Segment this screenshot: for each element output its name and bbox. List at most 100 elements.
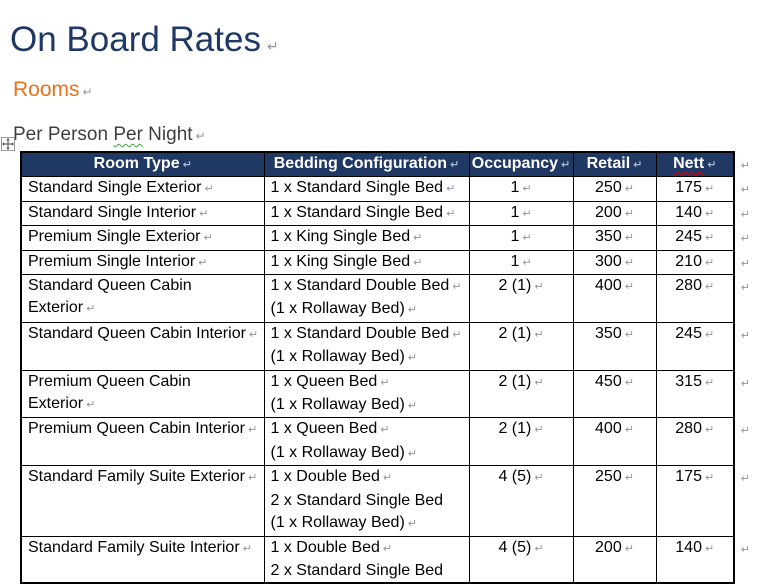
bedding-line-text: 1 x King Single Bed bbox=[270, 228, 411, 246]
cell-nett[interactable]: 140 ↵ ↵ bbox=[655, 535, 750, 584]
cell-occupancy[interactable]: 1 ↵ bbox=[468, 200, 574, 227]
cell-room-type[interactable]: Premium Queen Cabin Interior ↵ bbox=[20, 417, 265, 467]
document-title[interactable]: On Board Rates ↵ bbox=[10, 17, 279, 70]
column-header-label: Room Type bbox=[93, 155, 180, 172]
cell-mark-icon: ↵ bbox=[522, 231, 532, 245]
table-move-handle[interactable] bbox=[1, 137, 15, 151]
cell-occupancy[interactable]: 1 ↵ bbox=[468, 176, 574, 202]
cell-occupancy[interactable]: 2 (1) ↵ bbox=[468, 274, 574, 323]
retail-value: 250 bbox=[595, 179, 622, 197]
bedding-line-text: 1 x Double Bed bbox=[270, 468, 380, 486]
cell-bedding-configuration[interactable]: 1 x Standard Double Bed ↵ (1 x Rollaway Be… bbox=[263, 321, 470, 371]
paragraph-mark-icon: ↵ bbox=[266, 39, 279, 56]
cell-nett[interactable]: 280 ↵ ↵ bbox=[655, 274, 750, 323]
column-header-bedding-configuration[interactable]: Bedding Configuration ↵ bbox=[263, 151, 470, 178]
cell-occupancy[interactable]: 1 ↵ bbox=[468, 225, 574, 251]
cell-room-type[interactable]: Standard Queen Cabin Interior ↵ bbox=[20, 321, 265, 371]
row-end-mark-icon: ↵ bbox=[740, 207, 750, 221]
room-type-label: Standard Single Exterior bbox=[28, 179, 202, 197]
room-type-label: Standard Family Suite Exterior bbox=[28, 468, 245, 486]
occupancy-value: 2 (1) bbox=[498, 372, 532, 390]
cell-bedding-configuration[interactable]: 1 x Double Bed ↵ 2 x Standard Single Bed bbox=[263, 535, 470, 584]
bedding-line: 1 x Standard Double Bed ↵ bbox=[271, 275, 467, 298]
cell-retail[interactable]: 350 ↵ bbox=[572, 321, 657, 371]
cell-bedding-configuration[interactable]: 1 x King Single Bed ↵ bbox=[263, 225, 470, 251]
cell-bedding-configuration[interactable]: 1 x Double Bed ↵ 2 x Standard Single Bed (1… bbox=[263, 465, 470, 537]
cell-nett[interactable]: 245 ↵ ↵ bbox=[655, 225, 750, 251]
cell-mark-icon: ↵ bbox=[624, 231, 634, 245]
cell-bedding-configuration[interactable]: 1 x King Single Bed ↵ bbox=[263, 249, 470, 276]
cell-room-type[interactable]: Standard Single Exterior ↵ bbox=[20, 176, 265, 202]
cell-room-type[interactable]: Premium Single Exterior ↵ bbox=[20, 225, 265, 251]
cell-occupancy[interactable]: 2 (1) ↵ bbox=[468, 321, 574, 371]
move-cross-icon bbox=[1, 137, 15, 151]
cell-nett[interactable]: 280 ↵ ↵ bbox=[655, 417, 750, 467]
bedding-line-text: 2 x Standard Single Bed bbox=[270, 491, 444, 509]
cell-nett[interactable]: 175 ↵ ↵ bbox=[655, 176, 750, 202]
cell-room-type[interactable]: Standard Queen Cabin Exterior ↵ bbox=[20, 274, 265, 323]
bedding-line: 1 x Double Bed ↵ bbox=[271, 537, 467, 560]
cell-mark-icon: ↵ bbox=[86, 302, 96, 316]
table-row: Premium Queen Cabin Exterior ↵ 1 x Queen B… bbox=[20, 369, 750, 419]
cell-occupancy[interactable]: 4 (5) ↵ bbox=[468, 465, 574, 537]
cell-bedding-configuration[interactable]: 1 x Standard Double Bed ↵ (1 x Rollaway Be… bbox=[263, 274, 470, 323]
cell-occupancy[interactable]: 1 ↵ bbox=[468, 249, 574, 276]
column-header-room-type[interactable]: Room Type ↵ bbox=[20, 151, 265, 178]
cell-retail[interactable]: 450 ↵ bbox=[572, 369, 657, 419]
cell-mark-icon: ↵ bbox=[452, 327, 462, 341]
bedding-line-text: 1 x Standard Double Bed bbox=[270, 277, 450, 295]
cell-occupancy[interactable]: 4 (5) ↵ bbox=[468, 535, 574, 584]
cell-mark-icon: ↵ bbox=[452, 280, 462, 294]
cell-mark-icon: ↵ bbox=[407, 351, 417, 365]
row-end-mark-icon: ↵ bbox=[740, 376, 750, 390]
occupancy-value: 4 (5) bbox=[498, 468, 532, 486]
cell-mark-icon: ↵ bbox=[534, 280, 544, 294]
cell-mark-icon: ↵ bbox=[407, 517, 417, 531]
cell-room-type[interactable]: Premium Single Interior ↵ bbox=[20, 249, 265, 276]
cell-bedding-configuration[interactable]: 1 x Standard Single Bed ↵ bbox=[263, 200, 470, 227]
cell-retail[interactable]: 200 ↵ bbox=[572, 200, 657, 227]
subtitle-per-person-per-night[interactable]: Per Person Per Night ↵ bbox=[13, 121, 206, 150]
cell-mark-icon: ↵ bbox=[704, 327, 715, 341]
cell-nett[interactable]: 315 ↵ ↵ bbox=[655, 369, 750, 419]
occupancy-value: 1 bbox=[510, 203, 520, 221]
cell-retail[interactable]: 250 ↵ bbox=[572, 176, 657, 202]
column-header-retail[interactable]: Retail ↵ bbox=[572, 151, 657, 178]
cell-retail[interactable]: 200 ↵ bbox=[572, 535, 657, 584]
cell-room-type[interactable]: Standard Single Interior ↵ bbox=[20, 200, 265, 227]
cell-mark-icon: ↵ bbox=[624, 375, 634, 389]
cell-nett[interactable]: 175 ↵ ↵ bbox=[655, 465, 750, 537]
cell-retail[interactable]: 350 ↵ bbox=[572, 225, 657, 251]
nett-value: 175 bbox=[675, 179, 702, 197]
cell-occupancy[interactable]: 2 (1) ↵ bbox=[468, 417, 574, 467]
cell-mark-icon: ↵ bbox=[534, 375, 544, 389]
cell-nett[interactable]: 245 ↵ ↵ bbox=[655, 321, 750, 371]
cell-retail[interactable]: 300 ↵ bbox=[572, 249, 657, 276]
section-heading-rooms[interactable]: Rooms ↵ bbox=[13, 75, 93, 107]
cell-bedding-configuration[interactable]: 1 x Queen Bed ↵ (1 x Rollaway Bed) ↵ bbox=[263, 417, 470, 467]
cell-mark-icon: ↵ bbox=[450, 158, 460, 171]
bedding-line-text: 1 x Double Bed bbox=[270, 538, 380, 556]
column-header-occupancy[interactable]: Occupancy ↵ bbox=[468, 151, 574, 178]
cell-mark-icon: ↵ bbox=[624, 280, 634, 294]
cell-bedding-configuration[interactable]: 1 x Queen Bed ↵ (1 x Rollaway Bed) ↵ bbox=[263, 369, 470, 419]
cell-mark-icon: ↵ bbox=[380, 423, 390, 437]
cell-room-type[interactable]: Standard Family Suite Exterior ↵ bbox=[20, 465, 265, 537]
subtitle-segment: Night bbox=[142, 124, 193, 145]
cell-occupancy[interactable]: 2 (1) ↵ bbox=[468, 369, 574, 419]
occupancy-value: 1 bbox=[510, 228, 520, 246]
cell-bedding-configuration[interactable]: 1 x Standard Single Bed ↵ bbox=[263, 176, 470, 202]
cell-nett[interactable]: 210 ↵ ↵ bbox=[655, 249, 750, 276]
table-row: Standard Single Exterior ↵ 1 x Standard Si… bbox=[20, 176, 750, 202]
cell-retail[interactable]: 400 ↵ bbox=[572, 417, 657, 467]
cell-room-type[interactable]: Standard Family Suite Interior ↵ bbox=[20, 535, 265, 584]
cell-room-type[interactable]: Premium Queen Cabin Exterior ↵ bbox=[20, 369, 265, 419]
cell-mark-icon: ↵ bbox=[704, 375, 715, 389]
cell-nett[interactable]: 140 ↵ ↵ bbox=[655, 200, 750, 227]
cell-retail[interactable]: 400 ↵ bbox=[572, 274, 657, 323]
subtitle-segment: Per Person bbox=[13, 124, 114, 145]
cell-mark-icon: ↵ bbox=[522, 206, 532, 220]
cell-mark-icon: ↵ bbox=[86, 398, 96, 412]
cell-retail[interactable]: 250 ↵ bbox=[572, 465, 657, 537]
column-header-nett[interactable]: Nett ↵ ↵ bbox=[655, 151, 750, 178]
